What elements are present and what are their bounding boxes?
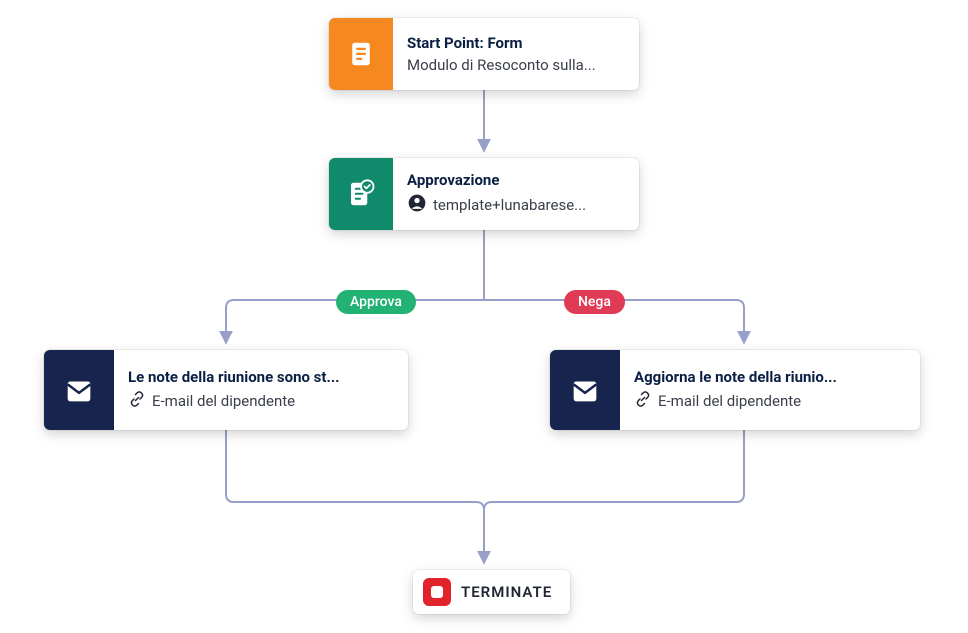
node-terminate[interactable]: TERMINATE [413,570,570,614]
link-icon [634,390,652,412]
node-approval-title: Approvazione [407,171,623,189]
node-start[interactable]: Start Point: Form Modulo di Resoconto su… [329,18,639,90]
node-right-email-title: Aggiorna le note della riunio... [634,368,904,386]
flowchart-canvas: Start Point: Form Modulo di Resoconto su… [0,0,968,633]
badge-deny: Nega [564,290,625,314]
node-start-subtitle: Modulo di Resoconto sulla... [407,56,623,74]
node-left-email[interactable]: Le note della riunione sono st... E-mail… [44,350,408,430]
form-icon [329,18,393,90]
node-left-email-subtitle: E-mail del dipendente [128,390,392,412]
node-left-email-title: Le note della riunione sono st... [128,368,392,386]
person-icon [407,193,427,217]
node-start-title: Start Point: Form [407,34,623,52]
node-right-email-subtitle: E-mail del dipendente [634,390,904,412]
node-right-email[interactable]: Aggiorna le note della riunio... E-mail … [550,350,920,430]
mail-icon [550,350,620,430]
node-left-email-subtitle-text: E-mail del dipendente [152,392,295,410]
approval-icon [329,158,393,230]
link-icon [128,390,146,412]
node-terminate-label: TERMINATE [461,583,552,601]
stop-icon [423,578,451,606]
node-right-email-subtitle-text: E-mail del dipendente [658,392,801,410]
connectors [0,0,968,633]
mail-icon [44,350,114,430]
node-approval-subtitle-text: template+lunabarese... [433,196,586,214]
node-approval[interactable]: Approvazione template+lunabarese... [329,158,639,230]
badge-approve: Approva [336,290,416,314]
node-approval-subtitle: template+lunabarese... [407,193,623,217]
